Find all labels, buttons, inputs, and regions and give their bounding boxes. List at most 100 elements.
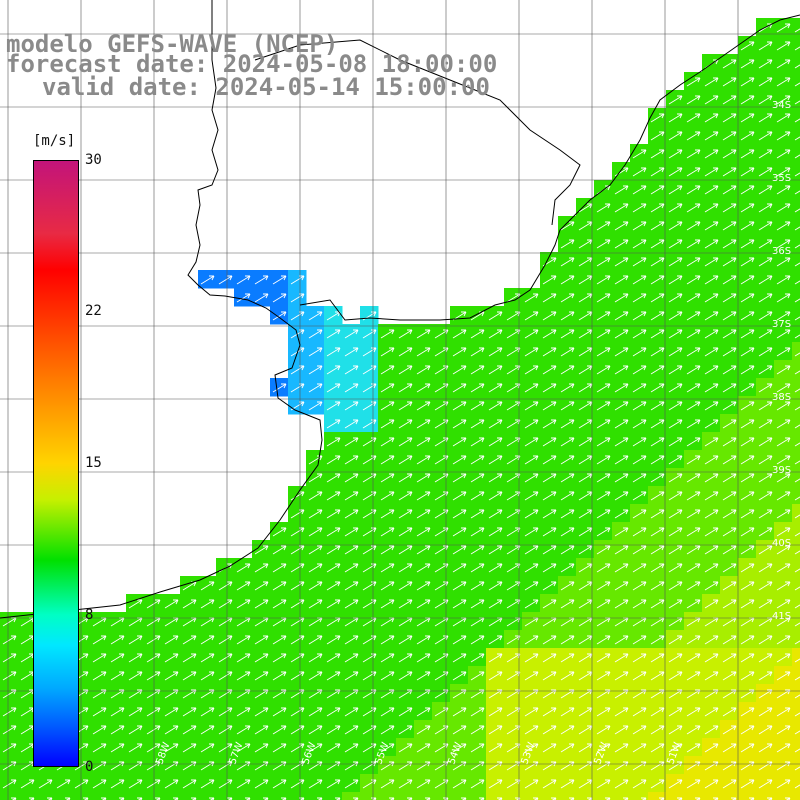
wind-arrow	[236, 293, 251, 303]
wind-cell	[720, 630, 739, 649]
wind-arrow	[452, 365, 467, 375]
wind-arrow	[686, 635, 701, 645]
wind-arrow	[776, 383, 791, 393]
wind-cell	[630, 378, 649, 397]
wind-speed-field	[0, 18, 800, 800]
wind-arrow	[236, 707, 251, 717]
wind-arrow	[614, 779, 629, 789]
wind-arrow	[776, 23, 791, 33]
wind-cell	[162, 720, 181, 739]
wind-arrow	[776, 239, 791, 249]
wind-arrow	[794, 550, 800, 555]
wind-cell	[54, 792, 73, 800]
wind-arrow	[668, 545, 683, 555]
wind-cell	[468, 648, 487, 667]
wind-cell	[666, 216, 685, 235]
wind-arrow	[704, 293, 719, 303]
wind-cell	[216, 666, 235, 685]
wind-arrow	[776, 779, 791, 789]
wind-cell	[324, 360, 343, 379]
wind-arrow	[776, 113, 791, 123]
wind-arrow	[83, 797, 89, 800]
wind-cell	[756, 792, 775, 800]
wind-cell	[612, 414, 631, 433]
wind-arrow	[776, 257, 791, 267]
wind-arrow	[2, 725, 17, 735]
wind-arrow	[722, 221, 737, 231]
wind-arrow	[668, 653, 683, 663]
wind-cell	[432, 378, 451, 397]
wind-arrow	[740, 725, 755, 735]
wind-arrow	[596, 455, 611, 465]
wind-arrow	[272, 671, 287, 681]
wind-arrow	[668, 149, 683, 159]
wind-arrow	[308, 527, 323, 537]
wind-arrow	[650, 167, 665, 177]
wind-cell	[720, 594, 739, 613]
wind-cell	[18, 774, 37, 793]
wind-arrow	[488, 329, 503, 339]
wind-arrow	[686, 455, 701, 465]
wind-arrow	[524, 527, 539, 537]
wind-cell	[666, 90, 685, 109]
wind-arrow	[362, 365, 377, 375]
wind-arrow	[614, 563, 629, 573]
wind-arrow	[416, 581, 431, 591]
wind-cell	[648, 180, 667, 199]
wind-arrow	[776, 635, 791, 645]
wind-arrow	[578, 527, 593, 537]
wind-cell	[0, 702, 19, 721]
wind-cell	[648, 126, 667, 145]
wind-arrow	[686, 131, 701, 141]
wind-cell	[702, 540, 721, 559]
wind-arrow	[308, 671, 323, 681]
wind-arrow	[758, 41, 773, 51]
wind-cell	[414, 738, 433, 757]
wind-cell	[180, 630, 199, 649]
wind-arrow	[560, 239, 575, 249]
wind-arrow	[560, 563, 575, 573]
wind-cell	[720, 108, 739, 127]
wind-arrow	[488, 653, 503, 663]
wind-cell	[738, 144, 757, 163]
wind-cell	[594, 630, 613, 649]
wind-cell	[684, 432, 703, 451]
wind-cell	[792, 576, 800, 595]
wind-cell	[216, 630, 235, 649]
wind-arrow	[578, 653, 593, 663]
wind-cell	[342, 702, 361, 721]
wind-cell	[414, 450, 433, 469]
wind-arrow	[794, 262, 800, 267]
wind-cell	[774, 486, 793, 505]
wind-cell	[486, 540, 505, 559]
wind-arrow	[362, 743, 377, 753]
wind-arrow	[776, 329, 791, 339]
wind-arrow	[668, 365, 683, 375]
wind-cell	[558, 666, 577, 685]
wind-cell	[540, 486, 559, 505]
wind-cell	[540, 468, 559, 487]
wind-cell	[360, 396, 379, 415]
wind-cell	[396, 576, 415, 595]
wind-cell	[108, 648, 127, 667]
wind-arrow	[344, 689, 359, 699]
wind-cell	[684, 108, 703, 127]
wind-cell	[432, 360, 451, 379]
wind-cell	[342, 576, 361, 595]
wind-cell	[90, 738, 109, 757]
wind-cell	[360, 666, 379, 685]
wind-arrow	[470, 725, 485, 735]
wind-arrow	[488, 347, 503, 357]
wind-arrow	[254, 563, 269, 573]
wind-cell	[414, 558, 433, 577]
wind-cell	[504, 450, 523, 469]
wind-arrow	[497, 797, 503, 800]
wind-arrow	[173, 797, 179, 800]
wind-cell	[432, 450, 451, 469]
wind-cell	[270, 288, 289, 307]
wind-arrow	[794, 352, 800, 357]
wind-cell	[396, 774, 415, 793]
wind-cell	[738, 540, 757, 559]
wind-arrow	[344, 743, 359, 753]
wind-cell	[630, 648, 649, 667]
